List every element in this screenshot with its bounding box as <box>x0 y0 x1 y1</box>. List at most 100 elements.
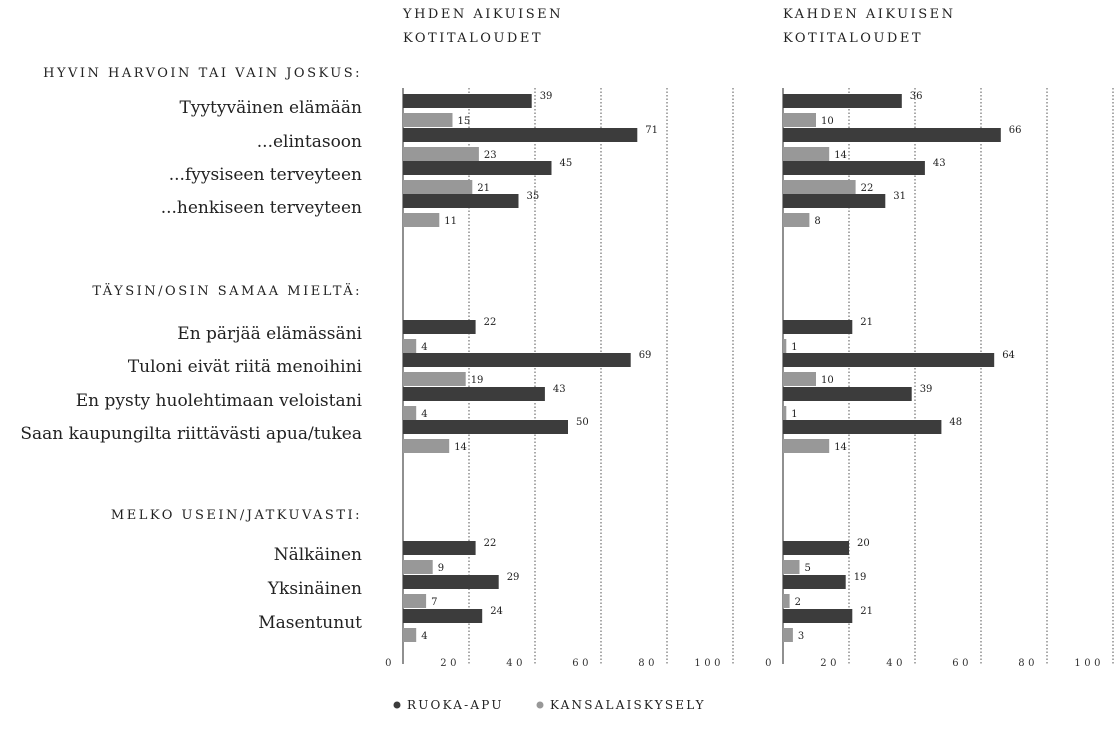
data-label: 71 <box>645 125 658 136</box>
data-label: 39 <box>540 91 553 102</box>
legend-marker <box>393 701 401 709</box>
tick-label: 100 <box>1074 658 1104 669</box>
bar-ruoka-apu <box>403 420 568 434</box>
category-label: ...elintasoon <box>257 132 362 152</box>
bar-kansalaiskysely <box>403 180 473 194</box>
data-label: 8 <box>814 216 820 227</box>
bar-kansalaiskysely <box>403 594 427 608</box>
data-label: 21 <box>860 606 873 617</box>
data-label: 39 <box>920 384 933 395</box>
tick-label: 60 <box>572 658 592 669</box>
bar-kansalaiskysely <box>783 147 830 161</box>
bar-kansalaiskysely <box>403 113 453 127</box>
data-label: 29 <box>507 572 520 583</box>
data-label: 1 <box>791 409 797 420</box>
bar-ruoka-apu <box>783 94 902 108</box>
bar-kansalaiskysely <box>783 180 856 194</box>
data-label: 22 <box>861 183 874 194</box>
data-label: 23 <box>484 150 497 161</box>
data-label: 21 <box>860 317 873 328</box>
category-label: Tuloni eivät riitä menoihini <box>128 357 363 377</box>
data-label: 48 <box>949 417 962 428</box>
data-label: 14 <box>834 150 847 161</box>
bar-kansalaiskysely <box>783 628 793 642</box>
data-label: 36 <box>910 91 923 102</box>
tick-label: 40 <box>886 658 906 669</box>
data-label: 14 <box>834 442 847 453</box>
tick-label: 60 <box>952 658 972 669</box>
category-label: Tyytyväinen elämään <box>180 98 363 118</box>
bar-ruoka-apu <box>783 353 995 367</box>
data-label: 4 <box>421 342 427 353</box>
data-label: 50 <box>576 417 589 428</box>
bar-kansalaiskysely <box>403 372 466 386</box>
data-label: 43 <box>933 158 946 169</box>
data-label: 24 <box>490 606 503 617</box>
bar-kansalaiskysely <box>403 147 479 161</box>
data-label: 45 <box>560 158 573 169</box>
bar-kansalaiskysely <box>403 339 417 353</box>
bar-kansalaiskysely <box>403 628 417 642</box>
bar-ruoka-apu <box>783 575 846 589</box>
panel-title: KAHDEN AIKUISEN <box>783 7 955 22</box>
group-label: TÄYSIN/OSIN SAMAA MIELTÄ: <box>92 282 362 299</box>
bar-ruoka-apu <box>403 541 476 555</box>
data-label: 19 <box>471 375 484 386</box>
category-label: Nälkäinen <box>274 545 362 565</box>
bar-ruoka-apu <box>403 575 499 589</box>
bar-kansalaiskysely <box>403 406 417 420</box>
data-label: 10 <box>821 116 834 127</box>
bar-kansalaiskysely <box>783 113 816 127</box>
bar-kansalaiskysely <box>783 372 816 386</box>
bar-kansalaiskysely <box>783 406 787 420</box>
bar-ruoka-apu <box>783 420 942 434</box>
category-label: En pärjää elämässäni <box>177 324 362 344</box>
bar-ruoka-apu <box>403 94 532 108</box>
bar-ruoka-apu <box>783 609 853 623</box>
tick-label: 40 <box>506 658 526 669</box>
category-label: ...henkiseen terveyteen <box>161 198 362 218</box>
data-label: 22 <box>484 317 497 328</box>
category-label: Yksinäinen <box>267 579 362 599</box>
data-label: 22 <box>484 538 497 549</box>
bar-ruoka-apu <box>403 128 638 142</box>
bar-ruoka-apu <box>783 387 912 401</box>
bar-kansalaiskysely <box>783 339 787 353</box>
data-label: 35 <box>527 191 540 202</box>
bar-ruoka-apu <box>403 609 483 623</box>
bar-ruoka-apu <box>403 387 545 401</box>
category-label: ...fyysiseen terveyteen <box>169 165 362 185</box>
tick-label: 80 <box>1018 658 1038 669</box>
tick-label: 0 <box>765 658 775 669</box>
data-label: 10 <box>821 375 834 386</box>
data-label: 15 <box>458 116 471 127</box>
bar-ruoka-apu <box>783 541 849 555</box>
data-label: 69 <box>639 350 652 361</box>
bar-ruoka-apu <box>783 161 925 175</box>
data-label: 19 <box>854 572 867 583</box>
bar-kansalaiskysely <box>783 439 830 453</box>
data-label: 2 <box>795 597 801 608</box>
bar-ruoka-apu <box>783 128 1001 142</box>
panel-title: KOTITALOUDET <box>403 31 543 46</box>
bar-ruoka-apu <box>403 320 476 334</box>
data-label: 7 <box>431 597 437 608</box>
tick-label: 80 <box>638 658 658 669</box>
category-label: Saan kaupungilta riittävästi apua/tukea <box>20 424 362 444</box>
data-label: 11 <box>444 216 457 227</box>
panel-title: YHDEN AIKUISEN <box>402 7 563 22</box>
data-label: 5 <box>805 563 811 574</box>
bar-kansalaiskysely <box>783 560 800 574</box>
data-label: 4 <box>421 631 427 642</box>
bar-ruoka-apu <box>783 320 853 334</box>
data-label: 3 <box>798 631 804 642</box>
bar-kansalaiskysely <box>403 213 440 227</box>
legend-marker <box>536 701 544 709</box>
bar-kansalaiskysely <box>783 213 810 227</box>
tick-label: 100 <box>694 658 724 669</box>
category-label: Masentunut <box>258 613 362 633</box>
bar-ruoka-apu <box>403 161 552 175</box>
data-label: 31 <box>893 191 906 202</box>
bar-ruoka-apu <box>783 194 886 208</box>
